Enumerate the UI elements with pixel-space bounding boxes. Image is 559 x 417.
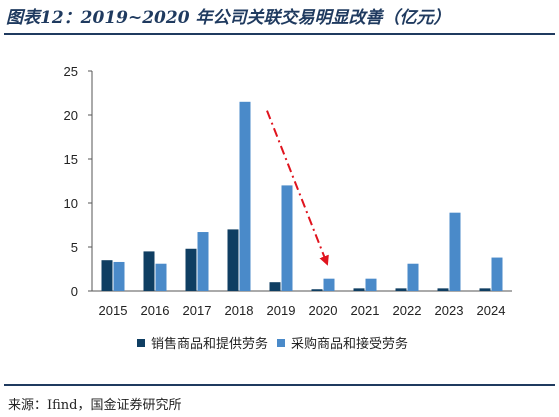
x-tick-label: 2019 xyxy=(267,303,296,318)
bar-purchases xyxy=(239,101,251,291)
legend-swatch xyxy=(277,339,285,347)
bar-sales xyxy=(143,251,155,291)
bar-purchases xyxy=(155,263,167,291)
y-tick-label: 5 xyxy=(71,240,78,255)
bar-purchases xyxy=(197,232,209,291)
bar-sales xyxy=(437,288,449,291)
y-tick-label: 25 xyxy=(64,64,78,79)
y-axis: 0 5 10 15 20 25 xyxy=(64,64,93,299)
trend-arrow xyxy=(266,110,329,266)
bar-sales xyxy=(353,288,365,291)
y-tick-label: 15 xyxy=(64,152,78,167)
bar-purchases xyxy=(281,185,293,291)
legend-swatch xyxy=(137,339,145,347)
title-rule xyxy=(4,33,555,35)
y-tick-label: 20 xyxy=(64,108,78,123)
bar-purchases xyxy=(365,278,377,291)
bar-sales xyxy=(479,288,491,291)
bar-sales xyxy=(185,248,197,291)
x-tick-label: 2021 xyxy=(351,303,380,318)
legend: 销售商品和提供劳务 采购商品和接受劳务 xyxy=(137,336,408,352)
x-tick-label: 2015 xyxy=(99,303,128,318)
bar-sales xyxy=(269,282,281,291)
x-tick-label: 2016 xyxy=(141,303,170,318)
bar-sales xyxy=(101,260,113,291)
trend-arrow-line xyxy=(266,110,329,266)
bar-purchases xyxy=(449,212,461,291)
x-tick-label: 2023 xyxy=(435,303,464,318)
bar-purchases xyxy=(323,278,335,291)
legend-label: 采购商品和接受劳务 xyxy=(291,336,408,352)
legend-label: 销售商品和提供劳务 xyxy=(151,336,268,352)
bar-purchases xyxy=(491,257,503,291)
bar-sales xyxy=(311,289,323,291)
x-tick-label: 2017 xyxy=(183,303,212,318)
figure-title: 图表12：2019~2020 年公司关联交易明显改善（亿元） xyxy=(6,8,451,28)
source-note: 来源：Ifind，国金证券研究所 xyxy=(8,398,182,413)
x-tick-label: 2018 xyxy=(225,303,254,318)
x-axis: 2015 2016 2017 2018 2019 2020 2021 2022 2023 2024 xyxy=(92,290,512,318)
y-tick-label: 0 xyxy=(71,284,78,299)
bar-sales xyxy=(227,229,239,291)
bar-sales xyxy=(395,288,407,291)
bars xyxy=(101,101,503,291)
y-tick-label: 10 xyxy=(64,196,78,211)
bar-purchases xyxy=(407,263,419,291)
bottom-rule xyxy=(4,384,555,386)
x-tick-label: 2024 xyxy=(477,303,506,318)
x-tick-label: 2020 xyxy=(309,303,338,318)
bar-purchases xyxy=(113,261,125,291)
x-tick-label: 2022 xyxy=(393,303,422,318)
